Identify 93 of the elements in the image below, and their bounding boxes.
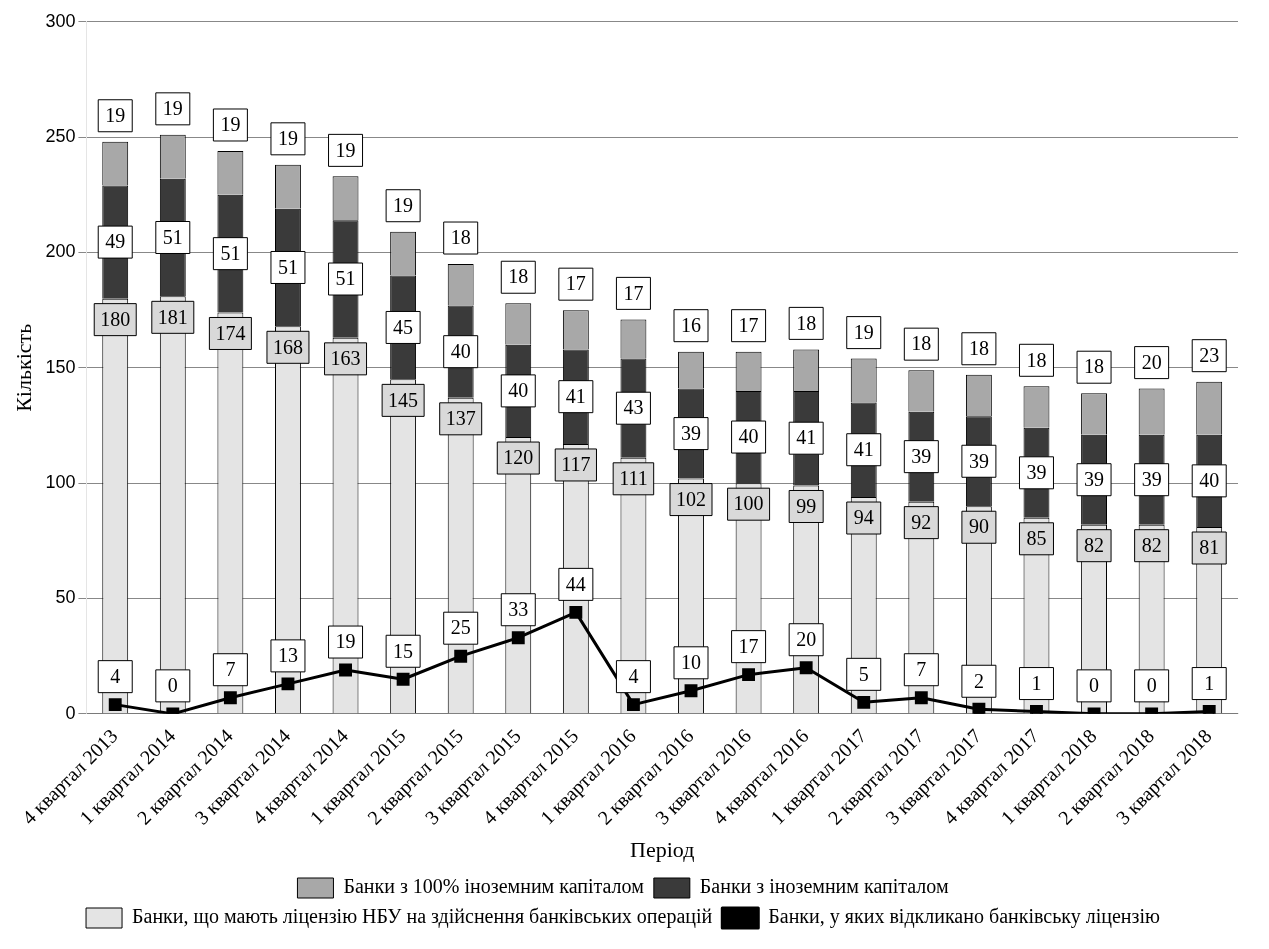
data-label: 0 [1146, 674, 1157, 697]
data-label: 40 [1199, 469, 1220, 492]
data-label: 19 [335, 138, 356, 161]
data-label: 92 [911, 510, 932, 533]
y-tick-label: 150 [45, 356, 76, 377]
y-tick-label: 200 [45, 241, 76, 262]
data-label: 102 [676, 487, 707, 510]
data-label: 20 [796, 627, 817, 650]
data-label: 18 [796, 311, 817, 334]
data-label: 0 [167, 674, 178, 697]
data-label: 94 [853, 506, 874, 529]
legend-label: Банки з іноземним капіталом [699, 875, 949, 898]
data-label: 163 [330, 347, 361, 370]
data-label: 51 [277, 255, 298, 278]
data-label: 18 [911, 332, 932, 355]
data-label: 7 [225, 657, 236, 680]
data-label: 19 [335, 630, 356, 653]
data-label: 39 [1084, 467, 1105, 490]
data-label: 168 [272, 335, 303, 358]
data-label: 18 [508, 265, 529, 288]
data-label: 51 [335, 267, 356, 290]
data-label: 39 [911, 444, 932, 467]
data-label: 82 [1084, 533, 1105, 556]
data-label: 16 [681, 313, 702, 336]
data-label: 1 [1031, 671, 1042, 694]
data-label: 43 [623, 396, 644, 419]
data-label: 181 [157, 305, 188, 328]
data-label: 5 [858, 662, 869, 685]
data-label: 51 [220, 241, 241, 264]
legend-label: Банки з 100% іноземним капіталом [343, 875, 645, 898]
y-tick-label: 0 [65, 702, 76, 723]
data-label: 120 [503, 446, 534, 469]
data-label: 39 [1026, 461, 1047, 484]
legend-label: Банки, що мають ліцензію НБУ на здійснення банківських операцій [132, 905, 713, 929]
data-label: 18 [1084, 355, 1105, 378]
data-label: 19 [277, 127, 298, 150]
data-label: 81 [1199, 536, 1220, 559]
data-label: 49 [105, 230, 126, 253]
data-label: 23 [1199, 343, 1220, 366]
data-label: 137 [445, 407, 476, 430]
y-tick-label: 250 [45, 126, 76, 147]
data-label: 19 [162, 97, 183, 120]
data-label: 41 [853, 437, 874, 460]
data-label: 17 [738, 313, 759, 336]
y-tick-label: 50 [55, 587, 76, 608]
data-label: 41 [565, 384, 586, 407]
x-axis-title: Період [630, 836, 695, 862]
data-label: 10 [681, 651, 702, 674]
data-label: 19 [393, 193, 414, 216]
data-label: 44 [565, 572, 586, 595]
data-label: 99 [796, 494, 817, 517]
data-label: 180 [100, 307, 131, 330]
data-label: 40 [450, 339, 471, 362]
data-label: 19 [853, 320, 874, 343]
data-label: 40 [738, 425, 759, 448]
data-label: 33 [508, 597, 529, 620]
data-label: 4 [110, 664, 121, 687]
data-label: 111 [619, 467, 648, 490]
data-label: 39 [681, 421, 702, 444]
data-label: 2 [973, 669, 984, 692]
data-label: 145 [388, 388, 419, 411]
data-label: 0 [1089, 674, 1100, 697]
y-tick-label: 100 [45, 472, 76, 493]
data-label: 41 [796, 426, 817, 449]
data-label: 1 [1204, 671, 1215, 694]
data-label: 100 [733, 492, 764, 515]
data-label: 45 [393, 315, 414, 338]
data-label: 174 [215, 321, 246, 344]
data-label: 40 [508, 379, 529, 402]
data-label: 17 [565, 272, 586, 295]
data-label: 19 [220, 113, 241, 136]
data-label: 85 [1026, 527, 1047, 550]
data-label: 18 [968, 337, 989, 359]
data-label: 25 [450, 616, 471, 639]
y-axis-title: Кількість [10, 323, 36, 412]
data-label: 20 [1141, 350, 1162, 373]
data-label: 7 [916, 657, 927, 680]
data-label: 90 [968, 515, 989, 538]
data-label: 15 [393, 639, 414, 662]
data-label: 18 [450, 226, 471, 249]
data-label: 82 [1141, 533, 1162, 556]
data-label: 117 [561, 453, 591, 476]
data-label: 13 [277, 644, 298, 667]
data-label: 17 [738, 634, 759, 657]
data-label: 39 [968, 449, 989, 472]
data-label: 39 [1141, 467, 1162, 490]
y-tick-label: 300 [45, 10, 76, 31]
legend-label: Банки, у яких відкликано банківську ліцензію [768, 905, 1161, 929]
data-label: 17 [623, 281, 644, 304]
data-label: 18 [1026, 348, 1047, 371]
data-label: 19 [105, 104, 126, 127]
data-label: 4 [628, 664, 639, 687]
data-label: 51 [162, 225, 183, 248]
